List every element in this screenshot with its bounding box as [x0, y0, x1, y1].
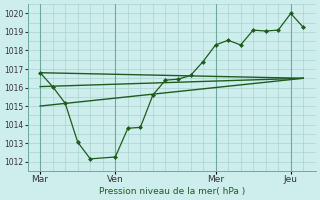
X-axis label: Pression niveau de la mer( hPa ): Pression niveau de la mer( hPa )	[99, 187, 245, 196]
